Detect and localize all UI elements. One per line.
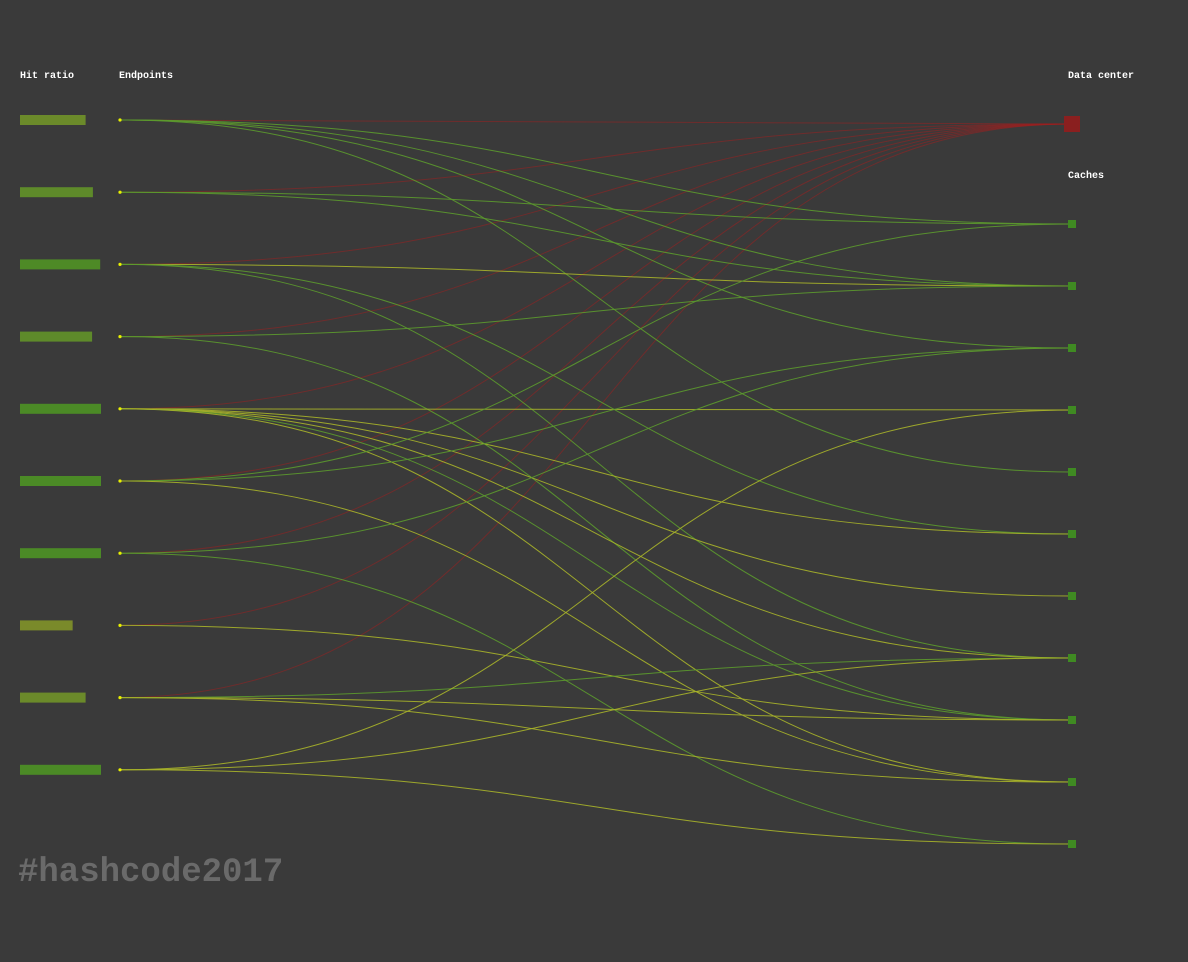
- cache-node[interactable]: [1068, 840, 1076, 848]
- cache-edge: [119, 347, 1073, 482]
- cache-edge: [119, 285, 1073, 338]
- endpoint-node[interactable]: [118, 335, 122, 339]
- data-center-header: Data center: [1068, 71, 1135, 82]
- endpoint-node[interactable]: [118, 479, 122, 483]
- cache-node[interactable]: [1068, 282, 1076, 290]
- node-layer: [118, 116, 1080, 848]
- hit-ratio-bar: [20, 115, 86, 125]
- cache-edge: [119, 347, 1073, 554]
- endpoint-node[interactable]: [118, 118, 122, 122]
- cache-edge: [119, 191, 1073, 225]
- cache-edge: [119, 657, 1073, 771]
- datacenter-edge: [119, 123, 1073, 482]
- cache-edge: [119, 624, 1073, 721]
- hit-ratio-bar: [20, 187, 93, 198]
- datacenter-edge: [119, 123, 1073, 338]
- hit-ratio-bar: [20, 620, 73, 631]
- hashtag-watermark: #hashcode2017: [18, 854, 284, 892]
- hit-ratio-bar: [20, 259, 101, 270]
- datacenter-edge: [119, 123, 1073, 699]
- cache-edge: [119, 119, 1073, 287]
- cache-edge: [119, 263, 1073, 535]
- cache-edge: [119, 408, 1073, 597]
- cache-edge: [119, 409, 1073, 771]
- cache-node[interactable]: [1068, 778, 1076, 786]
- cache-edge: [119, 408, 1073, 535]
- endpoint-node[interactable]: [118, 551, 122, 555]
- cache-edge: [119, 408, 1073, 659]
- endpoint-node[interactable]: [118, 696, 122, 700]
- cache-node[interactable]: [1068, 716, 1076, 724]
- endpoint-node[interactable]: [118, 262, 122, 266]
- endpoint-node[interactable]: [118, 768, 122, 772]
- cache-edge: [119, 336, 1073, 721]
- cache-edge: [119, 769, 1073, 845]
- hit-ratio-bar: [20, 331, 93, 342]
- cache-edge: [119, 408, 1073, 783]
- cache-edge: [119, 697, 1073, 721]
- cache-edge: [119, 552, 1073, 845]
- cache-edge: [119, 119, 1073, 349]
- cache-node[interactable]: [1068, 592, 1076, 600]
- edge-layer: [119, 119, 1073, 845]
- cache-node[interactable]: [1068, 220, 1076, 228]
- cache-edge: [119, 119, 1073, 473]
- cache-edge: [119, 657, 1073, 699]
- caches-header: Caches: [1068, 171, 1105, 182]
- hit-ratio-bars: [20, 115, 101, 775]
- cache-node[interactable]: [1068, 344, 1076, 352]
- cache-edge: [119, 408, 1073, 721]
- hit-ratio-bar: [20, 692, 86, 703]
- hit-ratio-bar: [20, 548, 101, 559]
- hit-ratio-bar: [20, 476, 101, 486]
- cache-edge: [119, 408, 1073, 411]
- cache-node[interactable]: [1068, 654, 1076, 662]
- hit-ratio-bar: [20, 403, 101, 414]
- endpoint-node[interactable]: [118, 190, 122, 194]
- cache-edge: [119, 191, 1073, 287]
- endpoints-header: Endpoints: [119, 71, 174, 82]
- datacenter-edge: [119, 123, 1073, 265]
- cache-edge: [119, 223, 1073, 482]
- cache-edge: [119, 480, 1073, 783]
- hit-ratio-header: Hit ratio: [20, 71, 75, 82]
- cache-node[interactable]: [1068, 468, 1076, 476]
- datacenter-edge: [119, 123, 1073, 626]
- cache-node[interactable]: [1068, 406, 1076, 414]
- cache-node[interactable]: [1068, 530, 1076, 538]
- datacenter-edge: [119, 123, 1073, 554]
- cache-edge: [119, 263, 1073, 287]
- endpoint-node[interactable]: [118, 407, 122, 411]
- datacenter-edge: [119, 123, 1073, 410]
- cache-edge: [119, 697, 1073, 783]
- hit-ratio-bar: [20, 764, 101, 775]
- data-center-node[interactable]: [1064, 116, 1080, 132]
- datacenter-edge: [119, 123, 1073, 193]
- endpoint-node[interactable]: [118, 623, 122, 628]
- cache-edge: [119, 263, 1073, 659]
- cache-edge: [119, 119, 1073, 225]
